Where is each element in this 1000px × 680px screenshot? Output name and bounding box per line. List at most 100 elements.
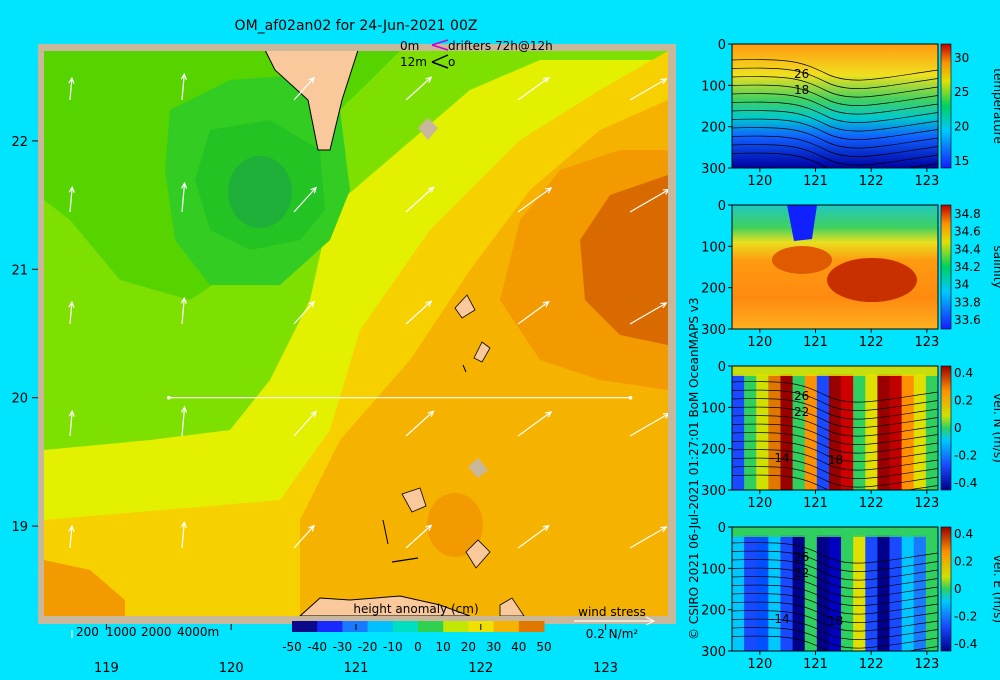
anomaly-colorbar-tick: 0 <box>414 640 422 654</box>
section-y-tick-label: 300 <box>701 323 726 338</box>
coast-line-3 <box>462 364 467 373</box>
section-panel-1: 26 18 120 121 122 123 0 100 200 300 30 25 20 15 temper… <box>701 38 1000 189</box>
anomaly-colorbar-tick: -20 <box>358 640 378 654</box>
anomaly-colorbar-tick: 50 <box>536 640 551 654</box>
section-x-tick-label: 123 <box>914 335 939 350</box>
wind-arrow-head <box>660 526 668 533</box>
section-velocity-column <box>732 374 745 490</box>
section-colorbar-tick: -0.2 <box>954 610 977 624</box>
section-x-tick-label: 120 <box>747 174 772 189</box>
temperature-contour <box>732 449 938 471</box>
section-colorbar-tick: 15 <box>954 154 969 168</box>
anomaly-colorbar-tick: 40 <box>511 640 526 654</box>
section-velocity-column <box>901 535 915 651</box>
land-luzon <box>299 595 471 616</box>
wind-arrow <box>293 187 317 213</box>
temperature-contour <box>732 84 938 106</box>
section-velocity-column <box>828 535 842 651</box>
section-velocity-column <box>744 535 757 651</box>
wind-arrow <box>517 301 550 325</box>
wind-arrow <box>517 525 550 549</box>
section-colorbar <box>940 43 952 169</box>
section-colorbar <box>940 365 952 491</box>
bathy-200: 200 <box>76 625 99 639</box>
wind-arrow-head <box>180 296 187 304</box>
anomaly-high-south <box>427 493 483 557</box>
section-panel-3: 26 22 -14 18 120 121 122 123 0 100 200 300 0.4 0.2 0 -0… <box>701 360 1000 511</box>
anomaly-colorbar-label: height anomaly (cm) <box>353 602 478 616</box>
section-velocity-column <box>925 535 938 651</box>
wind-arrow <box>69 526 73 549</box>
contour-label: 26 <box>794 67 809 81</box>
section-surface-layer <box>732 527 938 537</box>
contour-label: -14 <box>770 451 790 465</box>
section-colorbar <box>940 204 952 330</box>
temperature-contour <box>732 440 938 462</box>
wind-arrow-head <box>545 411 553 418</box>
wind-arrow-head <box>425 76 433 84</box>
wind-arrow <box>181 407 186 437</box>
section-panel-2: 120 121 122 123 0 100 200 300 34.8 34.6 34.4 34.2 34… <box>701 199 1000 350</box>
temperature-contour <box>732 118 938 140</box>
section-y-tick-label: 0 <box>718 360 726 375</box>
bathy-4000: 4000m <box>177 625 219 639</box>
contour-label: 18 <box>794 83 809 97</box>
credit-text: © CSIRO 2021 06-Jul-2021 01:27:01 BoM Oc… <box>687 297 701 640</box>
section-y-tick-label: 0 <box>718 199 726 214</box>
land-islet-6 <box>465 539 491 569</box>
wind-arrow-head <box>68 300 75 308</box>
wind-arrow-head <box>545 187 553 194</box>
section-colorbar-label: temperature <box>991 68 1000 143</box>
wind-arrow <box>405 524 432 549</box>
section-x-tick-label: 121 <box>803 657 828 672</box>
section-x-tick-label: 121 <box>803 496 828 511</box>
anomaly-colorbar-tick: -10 <box>383 640 403 654</box>
section-y-tick-label: 200 <box>701 443 726 458</box>
wind-arrow <box>629 189 668 213</box>
temperature-contour <box>732 59 938 81</box>
wind-arrow-head <box>427 410 435 418</box>
wind-arrow <box>517 187 552 213</box>
temperature-contour <box>732 627 938 649</box>
map-y-tick-label: 22 <box>11 135 28 150</box>
section-endpoint <box>628 395 633 400</box>
section-velocity-column <box>877 535 891 651</box>
wind-arrow <box>517 77 550 101</box>
temperature-contour <box>732 576 938 598</box>
section-velocity-column <box>841 374 854 490</box>
anomaly-colorbar-tick: -50 <box>282 640 302 654</box>
section-y-tick-label: 300 <box>701 162 726 177</box>
section-colorbar-tick: 0.2 <box>954 393 973 407</box>
section-colorbar-tick: -0.4 <box>954 637 977 651</box>
drifter-12m-icon <box>431 54 449 69</box>
section-velocity-column <box>925 374 938 490</box>
map-x-tick-label: 122 <box>468 661 493 676</box>
section-velocity-column <box>901 374 915 490</box>
anomaly-band-orange-mid <box>44 560 125 616</box>
drifter-legend-o: o <box>448 55 455 69</box>
contour-label: 22 <box>794 405 809 419</box>
wind-stress-arrows <box>68 72 668 549</box>
section-colorbar-label: vel. N (m/s) <box>991 393 1000 463</box>
section-colorbar-tick: 33.8 <box>954 295 981 309</box>
section-velocity-column <box>756 535 769 651</box>
section-colorbar-tick: 34.6 <box>954 225 981 239</box>
section-velocity-column <box>828 374 842 490</box>
anomaly-colorbar-tick: 30 <box>486 640 501 654</box>
section-velocity-column <box>804 535 818 651</box>
temperature-contour <box>732 381 938 403</box>
section-velocity-column <box>768 374 781 490</box>
section-y-tick-label: 100 <box>701 401 726 416</box>
anomaly-colorbar-segment <box>418 621 444 632</box>
map-x-axis: 119 120 121 122 123 <box>94 624 618 676</box>
wind-arrow <box>69 302 73 325</box>
section-frame <box>731 204 939 330</box>
salinity-maximum <box>772 246 832 274</box>
section-velocity-column <box>780 535 794 651</box>
land-islet-1 <box>418 118 438 140</box>
anomaly-colorbar-tick: -30 <box>333 640 353 654</box>
contour-label: 18 <box>828 614 843 628</box>
wind-arrow-head <box>180 72 187 80</box>
wind-arrow-head <box>68 524 75 532</box>
wind-arrow-head <box>310 186 318 194</box>
